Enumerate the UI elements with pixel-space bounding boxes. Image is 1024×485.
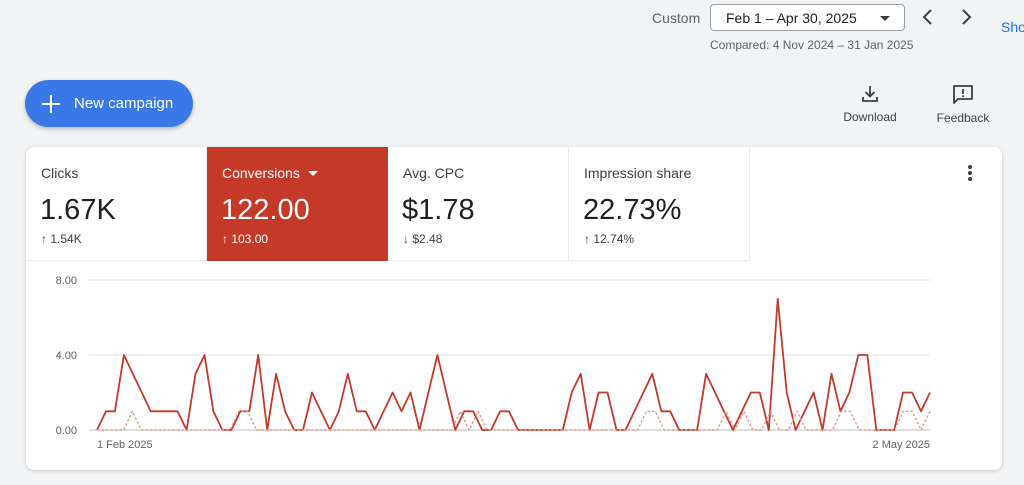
new-campaign-button[interactable]: New campaign xyxy=(25,80,193,127)
metric-label: Impression share xyxy=(584,165,692,181)
metric-delta: ↑ 12.74% xyxy=(584,232,635,246)
x-tick-label: 2 May 2025 xyxy=(873,439,930,451)
metric-value: 1.67K xyxy=(40,194,116,226)
conversions-series-line xyxy=(96,297,931,431)
metric-label: Conversions xyxy=(222,165,318,181)
download-icon xyxy=(862,86,878,102)
metric-value: 122.00 xyxy=(221,194,310,226)
metric-avg-cpc[interactable]: Avg. CPC $1.78 ↓ $2.48 xyxy=(388,147,569,261)
download-button[interactable]: Download xyxy=(840,84,900,124)
dropdown-caret-icon[interactable] xyxy=(307,171,318,176)
download-label: Download xyxy=(843,110,897,124)
y-tick-label: 0.00 xyxy=(56,425,77,437)
comparison-series-line xyxy=(97,410,931,431)
metric-conversions[interactable]: Conversions 122.00 ↑ 103.00 xyxy=(207,147,388,261)
metric-label: Clicks xyxy=(41,165,79,181)
metric-impression-share[interactable]: Impression share 22.73% ↑ 12.74% xyxy=(569,147,750,261)
y-tick-label: 8.00 xyxy=(56,275,77,287)
date-range-value: Feb 1 – Apr 30, 2025 xyxy=(726,9,857,26)
dropdown-caret-icon xyxy=(880,16,890,21)
show-link[interactable]: Sho xyxy=(1001,19,1024,35)
metric-value: 22.73% xyxy=(583,194,682,226)
new-campaign-label: New campaign xyxy=(74,95,174,112)
y-tick-label: 4.00 xyxy=(56,350,77,362)
metric-value: $1.78 xyxy=(402,194,475,226)
date-range-select[interactable]: Feb 1 – Apr 30, 2025 xyxy=(710,4,905,31)
x-tick-label: 1 Feb 2025 xyxy=(97,439,153,451)
date-range-label: Custom xyxy=(652,10,701,26)
feedback-label: Feedback xyxy=(936,111,990,125)
chevron-right-icon[interactable] xyxy=(954,5,978,29)
plus-icon xyxy=(40,93,62,115)
performance-card: Clicks 1.67K ↑ 1.54K Conversions 122.00 … xyxy=(26,147,1002,470)
feedback-button[interactable]: Feedback xyxy=(933,84,993,125)
metric-clicks[interactable]: Clicks 1.67K ↑ 1.54K xyxy=(26,147,207,261)
metric-delta: ↑ 1.54K xyxy=(41,232,82,246)
metric-delta: ↓ $2.48 xyxy=(403,232,443,246)
more-vert-icon[interactable] xyxy=(962,163,978,183)
conversions-chart: 0.00 4.00 8.00 1 Feb 2025 2 May 2025 xyxy=(56,275,931,451)
feedback-icon xyxy=(953,85,973,104)
metric-delta: ↑ 103.00 xyxy=(222,232,269,246)
compared-range: Compared: 4 Nov 2024 – 31 Jan 2025 xyxy=(710,38,914,52)
metric-label: Avg. CPC xyxy=(403,165,465,181)
chevron-left-icon[interactable] xyxy=(916,5,940,29)
metric-label-text: Conversions xyxy=(222,165,300,181)
